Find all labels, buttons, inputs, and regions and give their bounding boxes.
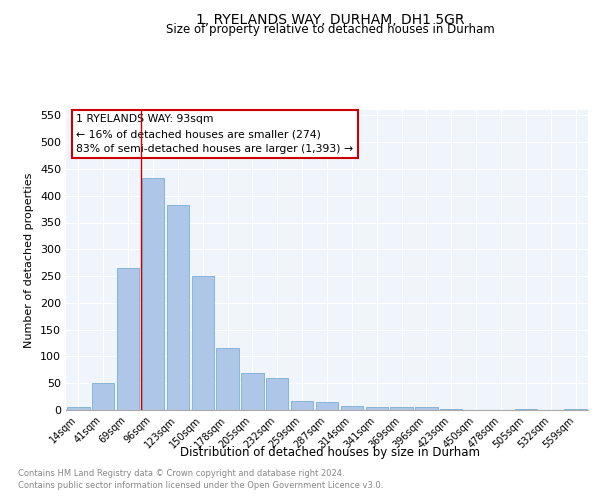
Bar	[341, 406, 363, 410]
Bar	[167, 205, 189, 410]
Text: Distribution of detached houses by size in Durham: Distribution of detached houses by size …	[180, 446, 480, 459]
Bar	[291, 402, 313, 410]
Bar	[67, 408, 89, 410]
Bar	[191, 276, 214, 410]
Text: Size of property relative to detached houses in Durham: Size of property relative to detached ho…	[166, 22, 494, 36]
Bar	[117, 268, 139, 410]
Bar	[365, 407, 388, 410]
Bar	[92, 383, 115, 410]
Bar	[565, 409, 587, 410]
Text: 1, RYELANDS WAY, DURHAM, DH1 5GR: 1, RYELANDS WAY, DURHAM, DH1 5GR	[196, 12, 464, 26]
Bar	[440, 409, 463, 410]
Bar	[266, 378, 289, 410]
Bar	[391, 407, 413, 410]
Bar	[142, 178, 164, 410]
Bar	[415, 408, 437, 410]
Text: 1 RYELANDS WAY: 93sqm
← 16% of detached houses are smaller (274)
83% of semi-det: 1 RYELANDS WAY: 93sqm ← 16% of detached …	[76, 114, 353, 154]
Bar	[217, 348, 239, 410]
Bar	[241, 372, 263, 410]
Bar	[316, 402, 338, 410]
Text: Contains public sector information licensed under the Open Government Licence v3: Contains public sector information licen…	[18, 481, 383, 490]
Y-axis label: Number of detached properties: Number of detached properties	[25, 172, 34, 348]
Text: Contains HM Land Registry data © Crown copyright and database right 2024.: Contains HM Land Registry data © Crown c…	[18, 468, 344, 477]
Bar	[515, 409, 537, 410]
